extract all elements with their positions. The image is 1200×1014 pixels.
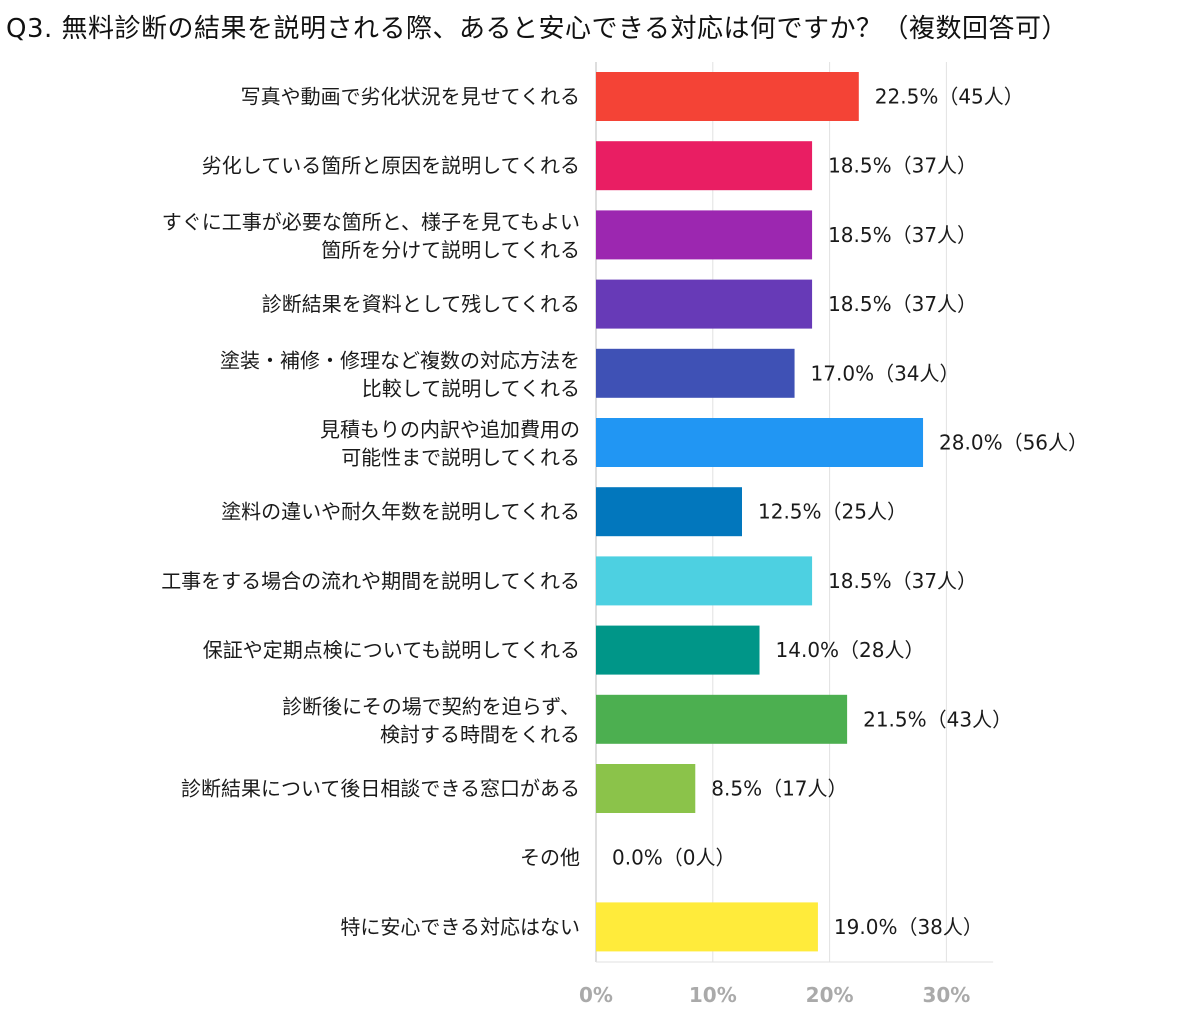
chart-title: Q3. 無料診断の結果を説明される際、あると安心できる対応は何ですか？（複数回答… <box>6 14 1069 44</box>
bar <box>596 625 760 675</box>
category-label: 特に安心できる対応はない <box>340 915 580 939</box>
data-label: 14.0%（28人） <box>776 638 925 662</box>
category-label: 可能性まで説明してくれる <box>341 446 580 470</box>
data-label: 19.0%（38人） <box>834 915 983 939</box>
category-label: 比較して説明してくれる <box>362 376 580 400</box>
bar <box>596 279 813 329</box>
x-tick-label: 0% <box>579 983 613 1007</box>
category-label: 保証や定期点検についても説明してくれる <box>203 638 580 662</box>
category-label: 劣化している箇所と原因を説明してくれる <box>202 154 580 178</box>
category-label: 箇所を分けて説明してくれる <box>321 238 580 262</box>
bar <box>596 487 742 537</box>
data-label: 18.5%（37人） <box>828 154 977 178</box>
category-label: 診断結果について後日相談できる窓口がある <box>181 777 580 801</box>
data-label: 8.5%（17人） <box>711 777 847 801</box>
data-label: 0.0%（0人） <box>612 846 736 870</box>
data-label: 18.5%（37人） <box>828 292 977 316</box>
x-tick-label: 10% <box>689 983 737 1007</box>
data-label: 12.5%（25人） <box>758 500 907 524</box>
category-label: 塗装・補修・修理など複数の対応方法を <box>220 348 580 372</box>
bar <box>596 72 859 121</box>
bar <box>596 902 818 952</box>
data-label: 18.5%（37人） <box>828 569 977 593</box>
x-tick-label: 30% <box>922 983 970 1007</box>
category-label: すぐに工事が必要な箇所と、様子を見てもよい <box>162 210 580 234</box>
category-label: 検討する時間をくれる <box>380 722 580 746</box>
category-label: 診断後にその場で契約を迫らず、 <box>282 694 580 718</box>
bar <box>596 210 813 260</box>
bar <box>596 764 696 813</box>
data-label: 21.5%（43人） <box>863 707 1012 731</box>
data-label: 22.5%（45人） <box>875 85 1024 109</box>
category-label: 写真や動画で劣化状況を見せてくれる <box>241 85 580 109</box>
bar <box>596 348 795 398</box>
category-label: 見積もりの内訳や追加費用の <box>320 418 580 442</box>
data-label: 18.5%（37人） <box>828 223 977 247</box>
category-label: 診断結果を資料として残してくれる <box>262 292 580 316</box>
x-tick-label: 20% <box>806 983 854 1007</box>
category-label: その他 <box>520 846 580 870</box>
bar <box>596 141 813 191</box>
category-label: 塗料の違いや耐久年数を説明してくれる <box>221 500 580 524</box>
bar <box>596 556 813 606</box>
category-label: 工事をする場合の流れや期間を説明してくれる <box>161 569 580 593</box>
data-label: 17.0%（34人） <box>811 361 960 385</box>
bar <box>596 418 924 467</box>
data-label: 28.0%（56人） <box>939 431 1088 455</box>
bar <box>596 694 848 744</box>
